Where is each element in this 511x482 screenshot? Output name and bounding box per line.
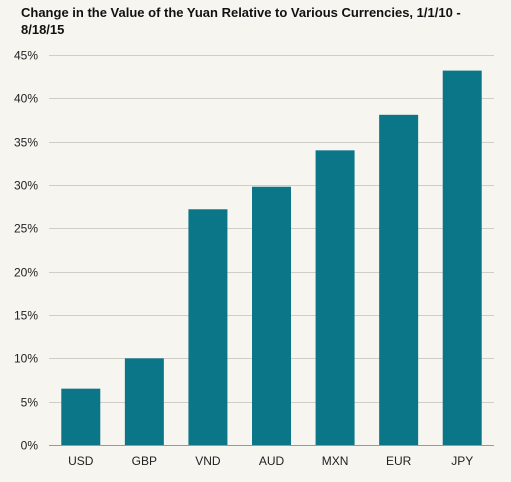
chart-title: Change in the Value of the Yuan Relative…	[21, 5, 461, 37]
y-tick-label: 35%	[14, 136, 38, 150]
y-tick-label: 25%	[14, 222, 38, 236]
bar-aud	[252, 186, 291, 445]
y-axis-tick-labels: 0% 5% 10% 15% 20% 25% 30% 35% 40% 45%	[14, 49, 38, 453]
y-tick-label: 40%	[14, 92, 38, 106]
gridlines	[49, 55, 494, 403]
x-tick-label: MXN	[322, 454, 349, 468]
y-tick-label: 15%	[14, 309, 38, 323]
bars	[61, 70, 482, 446]
bar-eur	[379, 114, 419, 446]
y-tick-label: 30%	[14, 179, 38, 193]
bar-usd	[61, 388, 101, 445]
x-tick-label: GBP	[132, 454, 157, 468]
x-tick-label: JPY	[451, 454, 473, 468]
bar-jpy	[442, 70, 482, 445]
x-tick-label: VND	[195, 454, 221, 468]
x-tick-label: EUR	[386, 454, 412, 468]
y-tick-label: 5%	[21, 396, 39, 410]
x-axis-tick-labels: USD GBP VND AUD MXN EUR JPY	[68, 454, 473, 468]
y-tick-label: 0%	[21, 439, 39, 453]
bar-vnd	[188, 209, 228, 445]
x-tick-label: AUD	[259, 454, 285, 468]
y-tick-label: 45%	[14, 49, 38, 63]
x-tick-label: USD	[68, 454, 94, 468]
bar-mxn	[315, 150, 355, 446]
y-tick-label: 10%	[14, 352, 38, 366]
bar-gbp	[124, 358, 164, 445]
y-tick-label: 20%	[14, 266, 38, 280]
